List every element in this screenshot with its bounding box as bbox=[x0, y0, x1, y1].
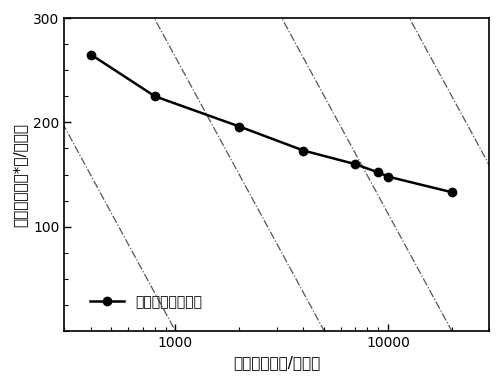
锶离子混合电容器 bbox=[384, 174, 390, 179]
锶离子混合电容器 bbox=[300, 148, 306, 153]
Line: 锶离子混合电容器: 锶离子混合电容器 bbox=[87, 50, 455, 196]
X-axis label: 功率密度（瓦/公斤）: 功率密度（瓦/公斤） bbox=[233, 355, 320, 370]
Y-axis label: 能量密度（瓦*时/公斤）: 能量密度（瓦*时/公斤） bbox=[13, 123, 28, 226]
锶离子混合电容器 bbox=[236, 124, 242, 129]
锶离子混合电容器 bbox=[448, 190, 454, 195]
锶离子混合电容器 bbox=[151, 94, 157, 98]
锶离子混合电容器 bbox=[351, 162, 357, 166]
Legend: 锶离子混合电容器: 锶离子混合电容器 bbox=[84, 290, 207, 315]
锶离子混合电容器 bbox=[375, 170, 381, 175]
锶离子混合电容器 bbox=[88, 52, 94, 57]
